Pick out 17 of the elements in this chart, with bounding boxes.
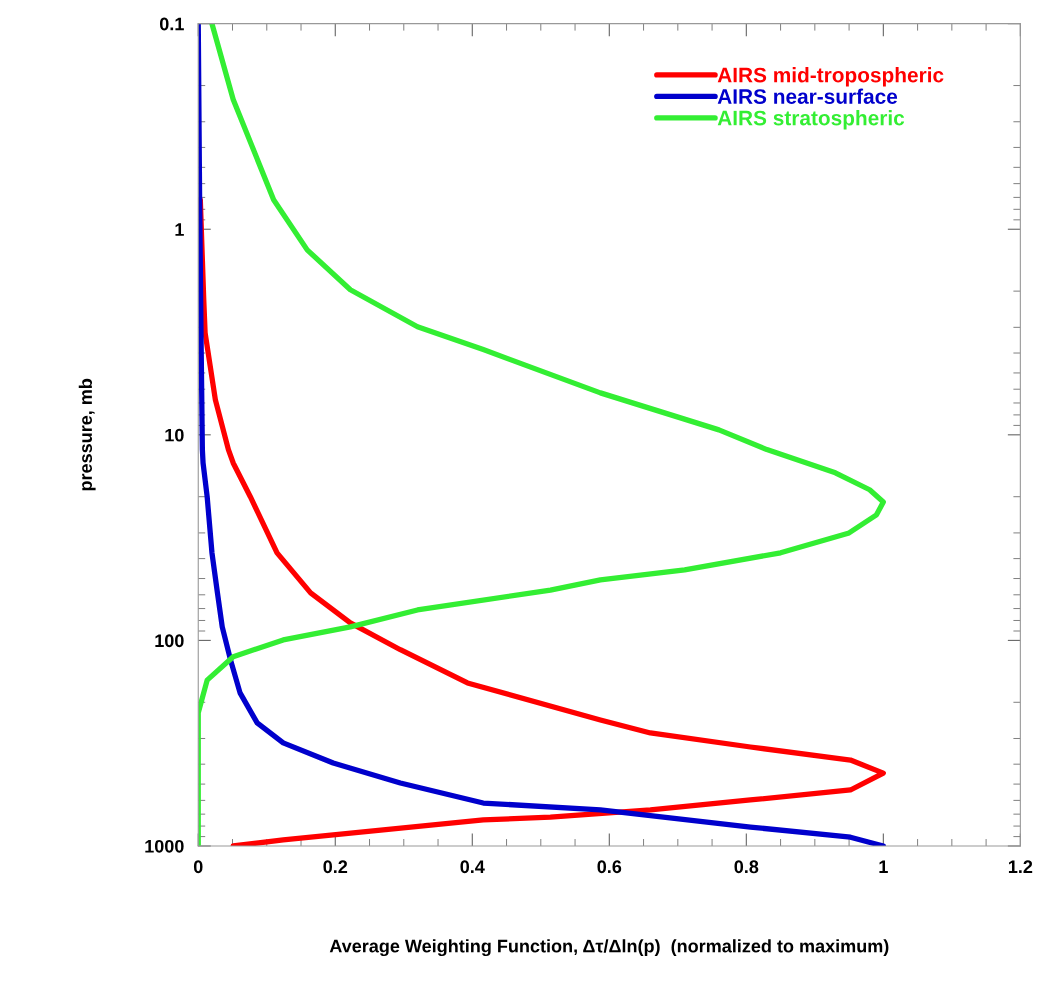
x-axis-title: Average Weighting Function, Δτ/Δln(p) (normalized to maximum) — [329, 939, 889, 957]
y-tick-label: 0.1 — [159, 17, 184, 31]
y-tick-label: 1000 — [145, 839, 184, 853]
y-tick-label: 1 — [175, 223, 184, 236]
x-tick-label: 0.6 — [597, 860, 622, 874]
legend-label: AIRS mid-tropospheric — [717, 67, 944, 87]
x-tick-label: 0.4 — [460, 860, 485, 874]
x-tick-label: 0 — [193, 860, 203, 874]
legend-label: AIRS stratospheric — [717, 110, 905, 130]
y-tick-label: 10 — [165, 428, 184, 442]
x-tick-label: 1 — [879, 860, 888, 873]
legend-label: AIRS near-surface — [717, 88, 898, 104]
x-tick-label: 0.8 — [734, 860, 759, 874]
x-tick-label: 0.2 — [323, 860, 348, 874]
y-axis-title: pressure, mb — [78, 378, 96, 491]
x-tick-label: 1.2 — [1008, 860, 1033, 873]
y-tick-label: 100 — [155, 634, 184, 648]
